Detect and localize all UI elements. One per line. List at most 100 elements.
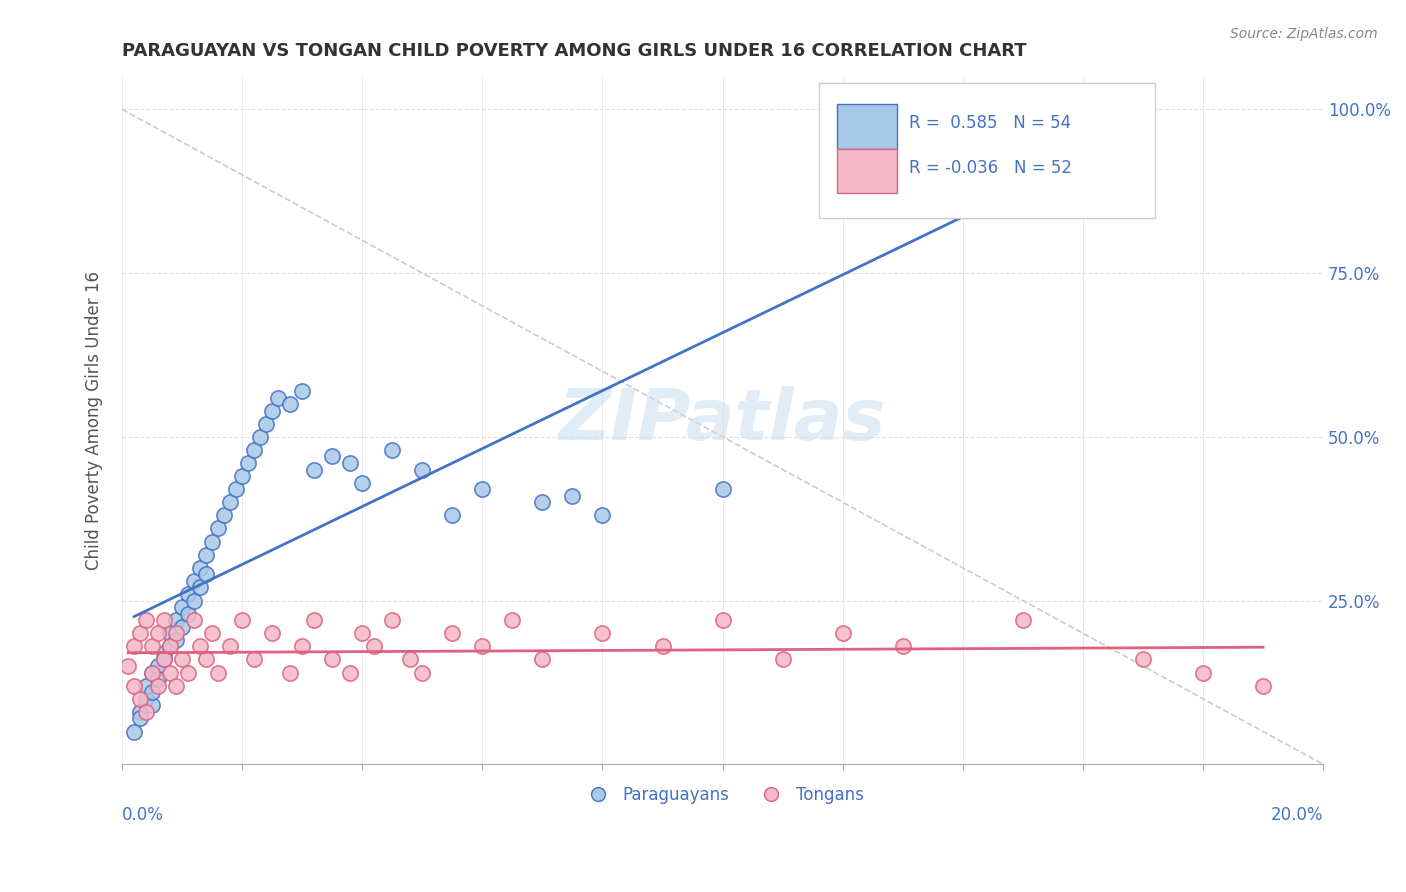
- Text: PARAGUAYAN VS TONGAN CHILD POVERTY AMONG GIRLS UNDER 16 CORRELATION CHART: PARAGUAYAN VS TONGAN CHILD POVERTY AMONG…: [122, 42, 1026, 60]
- Point: [592, 508, 614, 523]
- Point: [159, 640, 181, 654]
- Point: [262, 626, 284, 640]
- Point: [183, 593, 205, 607]
- Point: [153, 652, 176, 666]
- Point: [219, 640, 242, 654]
- Point: [1012, 613, 1035, 627]
- Point: [207, 665, 229, 680]
- Point: [262, 403, 284, 417]
- Point: [501, 613, 523, 627]
- Point: [195, 567, 218, 582]
- Point: [1251, 679, 1274, 693]
- Point: [411, 462, 433, 476]
- Text: ZIPatlas: ZIPatlas: [560, 386, 886, 455]
- Point: [201, 534, 224, 549]
- Point: [471, 482, 494, 496]
- Point: [177, 665, 200, 680]
- Point: [165, 632, 187, 647]
- Point: [352, 475, 374, 490]
- Point: [212, 508, 235, 523]
- Point: [141, 665, 163, 680]
- Point: [141, 685, 163, 699]
- Point: [146, 659, 169, 673]
- Point: [195, 548, 218, 562]
- Point: [302, 613, 325, 627]
- Point: [321, 450, 343, 464]
- Point: [141, 665, 163, 680]
- Point: [1132, 652, 1154, 666]
- Point: [238, 456, 260, 470]
- Point: [651, 640, 673, 654]
- Point: [135, 613, 157, 627]
- Point: [267, 391, 290, 405]
- Point: [188, 561, 211, 575]
- Point: [172, 620, 194, 634]
- Point: [153, 652, 176, 666]
- Point: [129, 705, 152, 719]
- Point: [146, 626, 169, 640]
- Point: [711, 613, 734, 627]
- Point: [122, 724, 145, 739]
- Point: [146, 672, 169, 686]
- Point: [531, 652, 554, 666]
- Point: [207, 521, 229, 535]
- Point: [117, 659, 139, 673]
- Point: [1042, 128, 1064, 143]
- Point: [278, 665, 301, 680]
- Point: [363, 640, 385, 654]
- Point: [141, 640, 163, 654]
- Point: [146, 679, 169, 693]
- Point: [159, 640, 181, 654]
- Point: [278, 397, 301, 411]
- Point: [302, 462, 325, 476]
- Point: [135, 705, 157, 719]
- Point: [129, 691, 152, 706]
- Point: [831, 626, 853, 640]
- Text: 0.0%: 0.0%: [122, 805, 165, 823]
- Point: [165, 626, 187, 640]
- Point: [352, 626, 374, 640]
- Point: [177, 607, 200, 621]
- Legend: Paraguayans, Tongans: Paraguayans, Tongans: [575, 780, 870, 811]
- Point: [1102, 128, 1125, 143]
- Point: [561, 489, 583, 503]
- Point: [201, 626, 224, 640]
- Point: [471, 640, 494, 654]
- Point: [219, 495, 242, 509]
- Point: [254, 417, 277, 431]
- Point: [122, 679, 145, 693]
- Point: [135, 691, 157, 706]
- Point: [172, 600, 194, 615]
- Point: [172, 652, 194, 666]
- Point: [891, 640, 914, 654]
- Point: [291, 384, 314, 398]
- Point: [441, 626, 464, 640]
- Point: [339, 665, 361, 680]
- Point: [135, 679, 157, 693]
- Point: [249, 430, 271, 444]
- Point: [1192, 665, 1215, 680]
- Text: R =  0.585   N = 54: R = 0.585 N = 54: [908, 114, 1071, 132]
- Point: [188, 640, 211, 654]
- Point: [122, 640, 145, 654]
- Point: [339, 456, 361, 470]
- FancyBboxPatch shape: [837, 149, 897, 194]
- Text: R = -0.036   N = 52: R = -0.036 N = 52: [908, 159, 1071, 177]
- Y-axis label: Child Poverty Among Girls Under 16: Child Poverty Among Girls Under 16: [86, 271, 103, 570]
- Point: [141, 698, 163, 713]
- Point: [231, 613, 253, 627]
- Point: [225, 482, 247, 496]
- Point: [153, 646, 176, 660]
- Point: [159, 626, 181, 640]
- Point: [441, 508, 464, 523]
- Point: [165, 679, 187, 693]
- Point: [153, 613, 176, 627]
- FancyBboxPatch shape: [818, 84, 1154, 218]
- Point: [183, 613, 205, 627]
- Point: [177, 587, 200, 601]
- Point: [531, 495, 554, 509]
- Point: [711, 482, 734, 496]
- Point: [772, 652, 794, 666]
- Point: [411, 665, 433, 680]
- Point: [129, 711, 152, 725]
